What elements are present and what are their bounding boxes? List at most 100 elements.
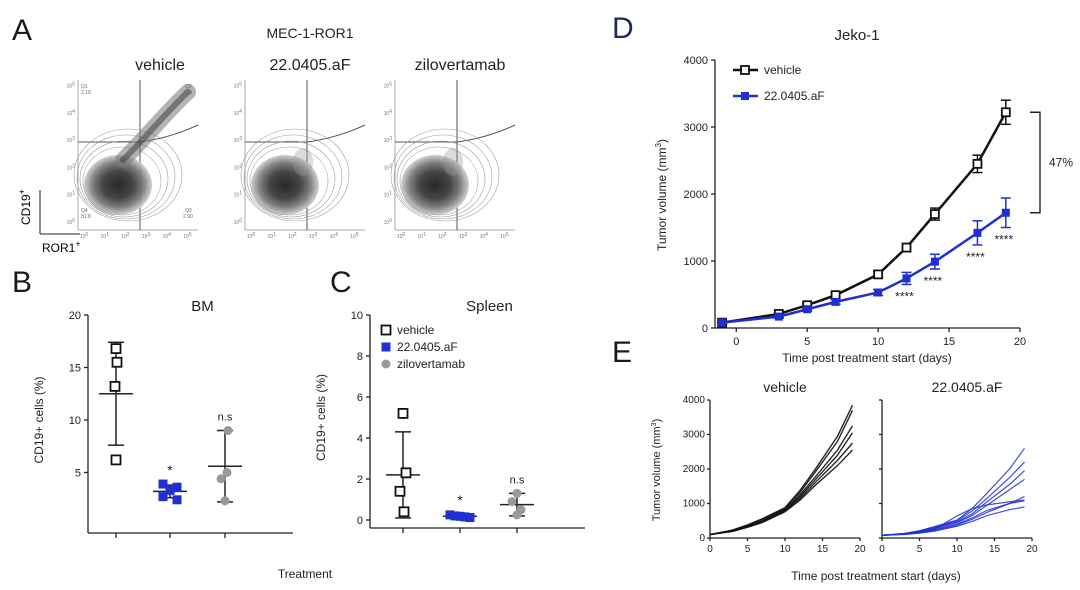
legend-marker: [741, 92, 749, 100]
data-point: [874, 288, 883, 297]
y-tick-label: 3000: [684, 122, 708, 134]
flow-plot-treated: 100 100 101 101 102 102 103 103 104 104 105 105: [234, 80, 366, 240]
data-point: [109, 380, 121, 392]
flow-y-tick-label: 102: [67, 163, 76, 171]
flow-contour-line: [396, 140, 486, 218]
y-tick-label: 15: [69, 363, 81, 375]
flow-y-tick-label: 104: [67, 109, 76, 117]
flow-y-tick-label: 101: [67, 191, 76, 199]
data-point: [465, 513, 475, 523]
x-tick-label: 20: [854, 544, 866, 555]
individual-curve: [709, 425, 854, 536]
data-point: [873, 269, 884, 280]
y-tick-label: 0: [702, 323, 708, 335]
y-axis-label: Tumor volume (mm3): [654, 139, 669, 251]
significance-label: ****: [966, 250, 985, 264]
cd19-axis-label: CD19+: [17, 189, 33, 225]
flow-y-tick-label: 105: [67, 82, 76, 90]
flow-double-positive-core: [120, 89, 191, 163]
chart-title: BM: [191, 298, 214, 315]
flow-axis-key: CD19+ ROR1+: [17, 189, 81, 255]
y-tick-label: 2000: [683, 464, 706, 475]
flow-y-tick-label: 100: [384, 218, 393, 226]
y-axis-label: Tumor volume (mm3): [651, 419, 663, 522]
data-point: [172, 482, 182, 492]
x-axis-label: Treatment: [278, 567, 333, 581]
data-point: [1000, 107, 1011, 118]
data-point: [831, 297, 840, 306]
flow-x-tick-label: 102: [288, 232, 297, 240]
x-tick-label: 0: [879, 544, 885, 555]
data-point: [110, 454, 122, 466]
group-22.0405.aF: *: [443, 492, 477, 523]
significance-label: n.s: [218, 412, 233, 424]
significance-label: ****: [994, 233, 1013, 247]
ror1-axis-label: ROR1+: [42, 239, 81, 255]
y-tick-label: 0: [357, 515, 363, 527]
flow-contour-line: [79, 140, 169, 218]
data-point: [220, 496, 230, 506]
data-point: [507, 497, 517, 507]
flow-contour-line: [393, 134, 493, 220]
y-tick-label: 4: [357, 433, 363, 445]
x-tick-label: 5: [745, 544, 751, 555]
significance-label: ****: [895, 289, 914, 303]
group-vehicle: [99, 341, 133, 466]
flow-plots-group: 100100101101102102103103104104105105Q12.…: [67, 80, 516, 240]
significance-label: ****: [924, 274, 943, 288]
flow-contour-line: [82, 146, 162, 216]
data-point: [973, 228, 982, 237]
flow-plot-zilovertamab: 100 100 101 101 102 102 103 103 104 104 105 105: [384, 80, 516, 240]
legend-marker: [381, 342, 391, 352]
flow-contour-line: [73, 128, 183, 222]
data-point: [901, 242, 912, 253]
y-tick-label: 4000: [683, 395, 706, 406]
subpanel-label-treated: 22.0405.aF: [270, 57, 351, 74]
chart-d-jeko1: Jeko-1 0 1000 2000 3000 4000 0 5 10 15 20 Time post…: [654, 27, 1073, 365]
chart-title: Jeko-1: [834, 27, 879, 44]
flow-x-tick-label: 102: [121, 232, 130, 240]
flow-q3-value: 2.90: [183, 214, 193, 220]
flow-y-tick-label: 102: [234, 163, 243, 171]
flow-x-tick-label: 104: [163, 232, 172, 240]
flow-x-tick-label: 105: [183, 232, 192, 240]
individual-curve: [709, 404, 854, 536]
flow-x-tick-label: 100: [397, 232, 406, 240]
flow-y-tick-label: 105: [384, 82, 393, 90]
y-tick-label: 2000: [684, 189, 708, 201]
significance-label: *: [457, 492, 463, 508]
panel-a-letter: A: [12, 14, 32, 47]
data-point: [1001, 208, 1010, 217]
flow-x-tick-label: 101: [268, 232, 277, 240]
flow-q4-value: 81.8: [81, 214, 91, 220]
data-point: [450, 511, 460, 521]
subchart-treated: 22.0405.aF 0 5 10 15 20: [879, 379, 1038, 555]
flow-q3-label: Q3: [185, 208, 192, 214]
data-point: [158, 492, 168, 502]
flow-contour-line: [246, 140, 336, 218]
flow-x-tick-label: 104: [480, 232, 489, 240]
data-point: [512, 510, 522, 520]
x-tick-label: 15: [817, 544, 829, 555]
y-tick-label: 0: [699, 533, 705, 544]
data-point: [455, 511, 465, 521]
panel-e-letter: E: [612, 336, 632, 369]
data-point: [158, 479, 168, 489]
flow-x-tick-label: 100: [247, 232, 256, 240]
significance-label: n.s: [510, 474, 525, 486]
flow-x-tick-label: 100: [80, 232, 89, 240]
flow-x-tick-label: 103: [142, 232, 151, 240]
flow-contour-line: [243, 134, 343, 220]
subpanel-label-zilovertamab: zilovertamab: [415, 57, 506, 74]
panel-a-title: MEC-1-ROR1: [266, 25, 353, 41]
flow-q2-value: 13.1: [183, 90, 193, 96]
flow-x-tick-label: 103: [459, 232, 468, 240]
flow-main-population: [401, 155, 469, 215]
flow-y-tick-label: 101: [384, 191, 393, 199]
x-axis-label: Time post treatment start (days): [791, 569, 961, 583]
y-tick-label: 10: [69, 415, 81, 427]
chart-c-spleen: Spleen 0 2 4 6 8 10 CD19+ cells (%) * n.s vehicle 2…: [314, 298, 585, 533]
flow-y-tick-label: 104: [384, 109, 393, 117]
